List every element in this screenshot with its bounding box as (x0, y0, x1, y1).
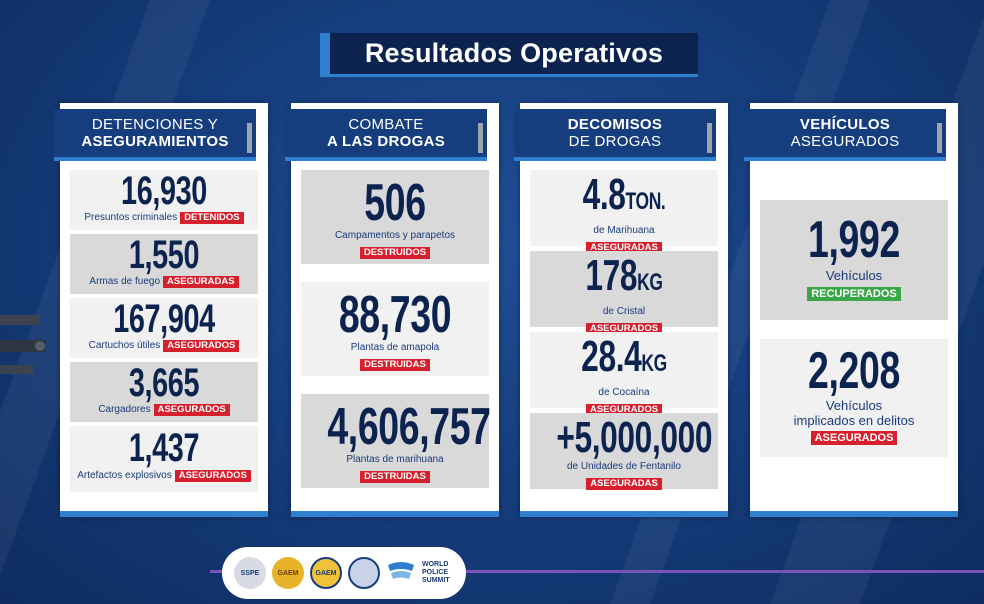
stat-card: 3,665 Cargadores ASEGURADOS (70, 362, 258, 422)
sspe-seal-logo: SSPE (234, 557, 266, 589)
status-tag: RECUPERADOS (807, 287, 901, 301)
footer-line (210, 570, 984, 573)
title-banner: Resultados Operativos (320, 33, 698, 77)
panel-vehiculos: VEHÍCULOS ASEGURADOS 1,992 Vehículos REC… (744, 103, 958, 517)
panel-header-line2: A LAS DROGAS (326, 133, 446, 150)
stat-value: 178KG (585, 251, 663, 300)
stat-card: 2,208 Vehículos implicados en delitos AS… (760, 339, 948, 457)
status-tag: DESTRUIDAS (360, 359, 430, 371)
status-tag: ASEGURADAS (586, 478, 662, 490)
page-title: Resultados Operativos (364, 38, 664, 68)
government-seal-logo (348, 557, 380, 589)
rifle-image (0, 315, 46, 374)
panel-header: DETENCIONES Y ASEGURAMIENTOS (54, 109, 256, 161)
side-tab (247, 123, 252, 153)
stat-value: +5,000,000 (556, 413, 713, 462)
panel-header: COMBATE A LAS DROGAS (285, 109, 487, 161)
status-tag: DESTRUIDOS (359, 247, 431, 259)
stat-value: 88,730 (338, 286, 452, 344)
stat-card: 178KG de Cristal ASEGURADOS (530, 251, 718, 335)
stat-card: 506 Campamentos y parapetos DESTRUIDOS (301, 170, 489, 264)
stat-desc: Cartuchos útiles (88, 340, 161, 351)
stat-value: 4.8TON. (582, 170, 666, 219)
stat-desc: Presuntos criminales (84, 212, 178, 223)
stat-card: 1,550 Armas de fuego ASEGURADAS (70, 234, 258, 294)
stat-card: 4.8TON. de Marihuana ASEGURADAS (530, 170, 718, 254)
stat-desc-line1: Vehículos (825, 398, 883, 413)
side-tab (478, 123, 483, 153)
status-tag: ASEGURADAS (163, 276, 239, 288)
stat-value: 4,606,757 (327, 398, 491, 456)
stat-unit: KG (637, 269, 663, 296)
stat-value: 1,550 (128, 233, 200, 277)
stat-value: 1,992 (808, 211, 900, 269)
panel-header: DECOMISOS DE DROGAS (514, 109, 716, 161)
gaem-seal-logo-2: GAEM (310, 557, 342, 589)
stat-card: 4,606,757 Plantas de marihuana DESTRUIDA… (301, 394, 491, 488)
stat-card: 1,992 Vehículos RECUPERADOS (760, 200, 948, 320)
gaem-seal-logo: GAEM (272, 557, 304, 589)
stat-desc: Cargadores (98, 404, 151, 415)
stat-desc: Vehículos (825, 268, 883, 283)
status-tag: DESTRUIDAS (360, 471, 430, 483)
stat-desc: Armas de fuego (89, 276, 161, 287)
panel-header-line2: ASEGURADOS (790, 133, 900, 150)
side-tab (937, 123, 942, 153)
stat-value: 28.4KG (581, 332, 667, 381)
stat-card: 28.4KG de Cocaína ASEGURADOS (530, 332, 718, 416)
logo-strip: SSPE GAEM GAEM WORLD POLICE SUMMIT (222, 547, 466, 599)
stat-desc: de Cocaína (598, 387, 650, 398)
world-police-summit-text: WORLD POLICE SUMMIT (422, 561, 450, 584)
stat-card: 1,437 Artefactos explosivos ASEGURADOS (70, 426, 258, 492)
side-tab (707, 123, 712, 153)
stat-value: 16,930 (121, 169, 207, 213)
panel-header-line1: COMBATE (348, 116, 424, 133)
panel-detenciones: DETENCIONES Y ASEGURAMIENTOS 16,930 Pres… (54, 103, 268, 517)
stat-desc: Plantas de marihuana (346, 454, 444, 465)
stat-card: +5,000,000 de Unidades de Fentanilo ASEG… (530, 413, 718, 490)
panel-header-line1: VEHÍCULOS (799, 116, 891, 133)
stat-card: 167,904 Cartuchos útiles ASEGURADOS (70, 298, 258, 358)
stat-desc: de Cristal (602, 306, 646, 317)
stat-value: 3,665 (128, 361, 200, 405)
panel-decomisos: DECOMISOS DE DROGAS 4.8TON. de Marihuana… (514, 103, 728, 517)
panel-header: VEHÍCULOS ASEGURADOS (744, 109, 946, 161)
stat-value: 167,904 (113, 297, 215, 341)
stat-value: 506 (364, 174, 426, 232)
panel-header-line1: DETENCIONES Y (91, 116, 219, 133)
panel-combate: COMBATE A LAS DROGAS 506 Campamentos y p… (285, 103, 499, 517)
stat-value: 2,208 (808, 342, 900, 400)
stat-card: 88,730 Plantas de amapola DESTRUIDAS (301, 282, 489, 376)
status-tag: ASEGURADOS (153, 404, 230, 416)
status-tag: ASEGURADOS (163, 340, 240, 352)
panel-header-line2: DE DROGAS (568, 133, 662, 150)
stat-desc: Campamentos y parapetos (334, 230, 456, 241)
stat-card: 16,930 Presuntos criminales DETENIDOS (70, 170, 258, 230)
status-tag: DETENIDOS (180, 212, 244, 224)
stat-desc: Artefactos explosivos (77, 470, 172, 481)
panel-header-line2: ASEGURAMIENTOS (81, 133, 229, 150)
status-tag: ASEGURADOS (810, 431, 898, 445)
stat-desc: de Marihuana (593, 225, 655, 236)
panel-header-line1: DECOMISOS (567, 116, 663, 133)
stat-value: 1,437 (128, 426, 200, 470)
world-police-summit-logo (388, 562, 414, 579)
stat-unit: KG (641, 350, 667, 377)
stat-unit: TON. (625, 188, 666, 215)
stat-desc: Plantas de amapola (350, 342, 440, 353)
stat-desc: de Unidades de Fentanilo (567, 461, 681, 472)
stat-desc-line2: implicados en delitos (793, 413, 915, 428)
status-tag: ASEGURADOS (174, 470, 251, 482)
